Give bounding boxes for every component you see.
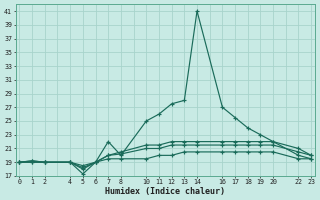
X-axis label: Humidex (Indice chaleur): Humidex (Indice chaleur) bbox=[105, 187, 225, 196]
